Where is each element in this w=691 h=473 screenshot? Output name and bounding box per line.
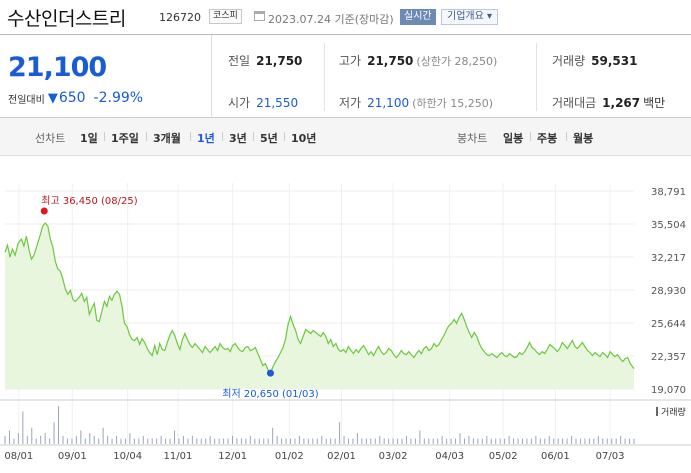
volume-legend: 거래량 bbox=[661, 406, 686, 418]
x-tick-label: 06/01 bbox=[541, 451, 570, 462]
stat-prev-close: 전일 21,750 bbox=[228, 52, 302, 69]
stat-value: 21,750 bbox=[367, 54, 414, 68]
low-annotation: 최저 20,650 (01/03) bbox=[222, 388, 318, 400]
stat-low: 저가 21,100 (하한가 15,250) bbox=[339, 94, 493, 111]
x-tick-label: 04/03 bbox=[435, 451, 464, 462]
volume-legend-swatch bbox=[656, 407, 658, 416]
x-tick-label: 09/01 bbox=[58, 451, 87, 462]
tab-3y[interactable]: 3년 bbox=[229, 132, 247, 145]
change-amount: 650 bbox=[58, 90, 86, 106]
stat-value: 59,531 bbox=[591, 54, 638, 68]
divider bbox=[536, 43, 537, 111]
tab-10y[interactable]: 10년 bbox=[291, 132, 317, 145]
x-tick-label: 07/03 bbox=[596, 451, 625, 462]
quote-panel: 21,100 전일대비 ▼ 650 -2.99% 전일 21,750 시가 21,5… bbox=[0, 34, 691, 119]
y-tick-label: 32,217 bbox=[651, 253, 686, 264]
stat-unit: 백만 bbox=[643, 96, 666, 110]
tab-daily[interactable]: 일봉 bbox=[503, 132, 524, 145]
stat-label: 저가 bbox=[339, 96, 362, 110]
divider bbox=[324, 43, 325, 111]
stat-sub: (하한가 15,250) bbox=[412, 97, 494, 110]
y-tick-label: 25,644 bbox=[651, 319, 686, 330]
tab-monthly[interactable]: 월봉 bbox=[573, 132, 594, 145]
tab-1y[interactable]: 1년 bbox=[197, 132, 215, 145]
y-tick-label: 35,504 bbox=[651, 220, 686, 231]
x-tick-label: 12/01 bbox=[218, 451, 247, 462]
change-row: 전일대비 ▼ 650 -2.99% bbox=[8, 90, 143, 106]
price-box: 21,100 전일대비 ▼ 650 -2.99% bbox=[0, 35, 212, 119]
stat-value: 21,750 bbox=[256, 54, 303, 68]
tab-weekly[interactable]: 주봉 bbox=[537, 132, 558, 145]
price-chart[interactable]: 38,791 35,504 32,217 28,930 25,644 22,357 19,0… bbox=[0, 160, 691, 473]
x-tick-label: 11/01 bbox=[164, 451, 193, 462]
stat-label: 거래량 bbox=[552, 54, 586, 68]
x-tick-label: 01/02 bbox=[275, 451, 304, 462]
y-tick-label: 28,930 bbox=[651, 286, 686, 297]
x-tick-label: 02/01 bbox=[327, 451, 356, 462]
tab-separator bbox=[190, 132, 191, 141]
date-label: 2023.07.24 기준(장마감) bbox=[268, 13, 394, 26]
stats-grid: 전일 21,750 시가 21,550 고가 21,750 (상한가 28,250) 저… bbox=[212, 35, 691, 119]
candle-chart-label: 봉차트 bbox=[457, 132, 488, 145]
low-marker bbox=[266, 369, 274, 377]
tab-1d[interactable]: 1일 bbox=[80, 132, 98, 145]
high-marker bbox=[40, 207, 48, 215]
stat-volume: 거래량 59,531 bbox=[552, 52, 637, 69]
down-triangle-icon: ▼ bbox=[47, 90, 58, 106]
chart-tabs: 선차트 1일 1주일 3개월 1년 3년 5년 10년 봉차트 일봉 주봉 월봉 bbox=[0, 118, 691, 156]
x-tick-label: 08/01 bbox=[4, 451, 33, 462]
market-badge: 코스피 bbox=[209, 9, 242, 24]
company-overview-button[interactable]: 기업개요 ▾ bbox=[441, 9, 498, 25]
stock-code: 126720 bbox=[159, 11, 201, 24]
stat-trade-value: 거래대금 1,267 백만 bbox=[552, 94, 665, 111]
realtime-button[interactable]: 실시간 bbox=[400, 9, 436, 25]
tab-separator bbox=[146, 132, 147, 141]
line-chart-label: 선차트 bbox=[35, 132, 66, 145]
y-tick-label: 22,357 bbox=[651, 352, 686, 363]
tab-separator bbox=[284, 132, 285, 141]
stat-label: 고가 bbox=[339, 54, 362, 68]
x-tick-label: 05/02 bbox=[489, 451, 518, 462]
y-tick-label: 19,070 bbox=[651, 385, 686, 396]
price-line bbox=[4, 222, 635, 375]
x-tick-label: 10/04 bbox=[113, 451, 142, 462]
stat-value: 1,267 bbox=[602, 96, 641, 110]
header: 수산인더스트리 126720 코스피 2023.07.24 기준(장마감) 실시… bbox=[0, 0, 691, 34]
tab-separator bbox=[222, 132, 223, 141]
stat-high: 고가 21,750 (상한가 28,250) bbox=[339, 52, 497, 69]
y-tick-label: 38,791 bbox=[651, 187, 686, 198]
tab-separator bbox=[104, 132, 105, 141]
price-chart-svg[interactable]: 38,791 35,504 32,217 28,930 25,644 22,357 19,0… bbox=[0, 160, 691, 473]
change-percent: -2.99% bbox=[93, 90, 144, 106]
high-annotation: 최고 36,450 (08/25) bbox=[41, 195, 137, 207]
tab-5y[interactable]: 5년 bbox=[260, 132, 278, 145]
stat-open: 시가 21,550 bbox=[228, 94, 298, 111]
current-price: 21,100 bbox=[8, 52, 107, 83]
tab-1w[interactable]: 1주일 bbox=[111, 132, 139, 145]
calendar-icon bbox=[254, 11, 265, 21]
company-name: 수산인더스트리 bbox=[7, 8, 126, 30]
change-label: 전일대비 bbox=[8, 94, 45, 106]
stat-value: 21,550 bbox=[256, 96, 299, 110]
tab-3m[interactable]: 3개월 bbox=[153, 132, 181, 145]
stat-value: 21,100 bbox=[367, 96, 410, 110]
price-area bbox=[5, 223, 634, 389]
stat-label: 전일 bbox=[228, 54, 251, 68]
tab-separator bbox=[253, 132, 254, 141]
stat-label: 거래대금 bbox=[552, 96, 597, 110]
tab-separator bbox=[566, 132, 567, 141]
x-tick-label: 03/02 bbox=[379, 451, 408, 462]
stat-sub: (상한가 28,250) bbox=[416, 55, 498, 68]
stat-label: 시가 bbox=[228, 96, 251, 110]
tab-separator bbox=[530, 132, 531, 141]
